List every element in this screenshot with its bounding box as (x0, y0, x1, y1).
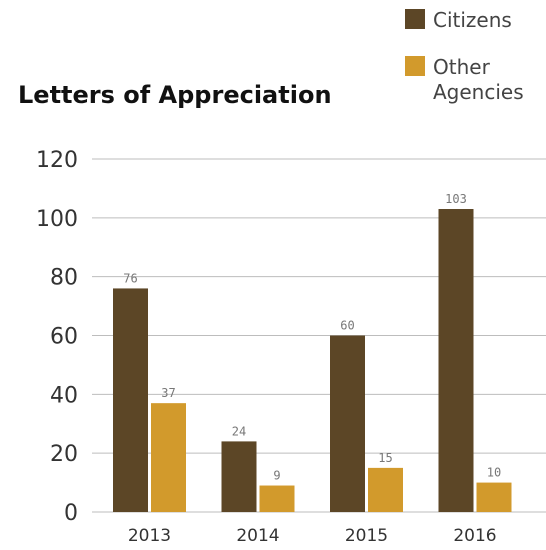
data-label-citizens-2014: 24 (232, 424, 246, 438)
data-label-citizens-2015: 60 (340, 319, 354, 333)
y-tick-label: 0 (64, 501, 78, 526)
chart-title: Letters of Appreciation (18, 81, 332, 109)
data-label-other-agencies-2014: 9 (273, 469, 280, 483)
y-tick-label: 40 (50, 383, 78, 408)
x-axis: 2013 2014 2015 2016 (128, 526, 497, 546)
y-tick-label: 80 (50, 266, 78, 291)
data-label-citizens-2013: 76 (123, 271, 137, 285)
bar-citizens-2015 (330, 335, 365, 512)
legend-label-other-agencies: Other Agencies (433, 55, 524, 104)
x-tick-label-2016: 2016 (453, 526, 496, 546)
bar-other-agencies-2013 (151, 403, 186, 512)
bar-other-agencies-2016 (476, 482, 512, 512)
data-label-citizens-2016: 103 (445, 192, 467, 206)
bar-citizens-2014 (221, 441, 257, 512)
x-tick-label-2015: 2015 (345, 526, 388, 546)
x-tick-label-2013: 2013 (128, 526, 171, 546)
y-tick-label: 60 (50, 325, 78, 350)
y-axis: 0 20 40 60 80 100 120 (36, 148, 78, 526)
y-tick-label: 20 (50, 442, 78, 467)
y-tick-label: 120 (36, 148, 78, 173)
legend-label-citizens: Citizens (433, 8, 512, 32)
x-tick-label-2014: 2014 (236, 526, 279, 546)
data-label-other-agencies-2016: 10 (487, 466, 501, 480)
legend-swatch-citizens (405, 9, 425, 29)
legend: Citizens Other Agencies (405, 8, 524, 104)
bar-other-agencies-2014 (259, 485, 295, 512)
bar-citizens-2016 (438, 209, 474, 512)
bars (113, 209, 512, 512)
data-labels: 76 37 24 9 60 15 103 10 (123, 192, 501, 483)
bar-citizens-2013 (113, 288, 148, 512)
data-label-other-agencies-2013: 37 (161, 386, 175, 400)
legend-swatch-other-agencies (405, 56, 425, 76)
y-tick-label: 100 (36, 207, 78, 232)
data-label-other-agencies-2015: 15 (378, 451, 392, 465)
bar-other-agencies-2015 (368, 467, 403, 512)
